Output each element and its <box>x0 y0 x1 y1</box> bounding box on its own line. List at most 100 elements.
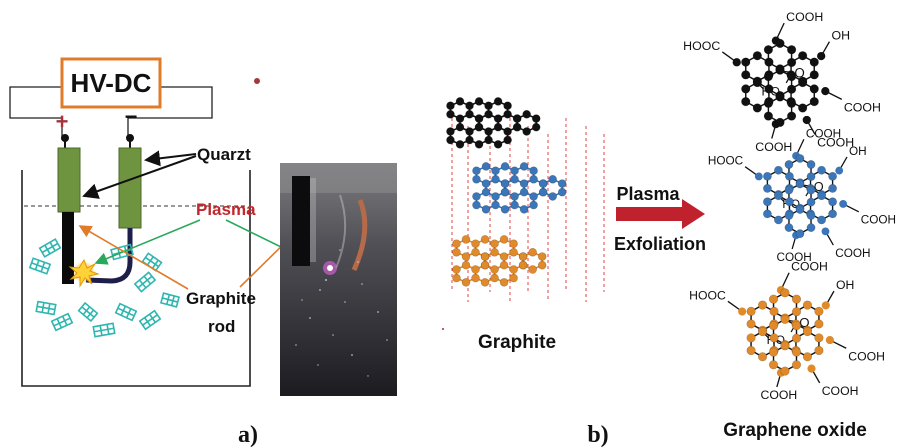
carbon-atom <box>529 192 538 201</box>
carbon-atom <box>528 247 537 257</box>
carbon-atom <box>480 235 490 244</box>
carbon-atom <box>452 247 461 257</box>
carbon-atom <box>471 265 480 274</box>
carbon-atom <box>775 65 785 75</box>
carbon-atom <box>780 366 790 376</box>
graphene-flake-icon <box>77 301 99 323</box>
carbon-atom <box>446 135 455 145</box>
quartz-sleeve-right <box>118 147 142 229</box>
carbon-atom <box>768 360 779 370</box>
graphene-oxide-molecule-bottom: COOHOHHOOCCOOHCOOHCOOHOHO <box>689 260 885 403</box>
plasma-spark-icon <box>68 258 100 288</box>
carbon-atom <box>741 96 751 107</box>
carbon-atom <box>528 265 537 274</box>
carbon-atom <box>512 114 522 123</box>
circuit-wire-left <box>9 86 63 140</box>
carbon-atom <box>828 171 838 181</box>
carbon-atom <box>471 247 480 257</box>
carbon-atom <box>519 187 529 197</box>
carbon-atom <box>548 192 557 201</box>
carbon-atom <box>762 184 772 193</box>
panel-a: HV-DC + − <box>9 57 397 448</box>
hv-dc-power-supply <box>60 57 162 109</box>
graphene-layer-top <box>446 97 541 149</box>
carbon-atom <box>786 111 797 121</box>
carbon-atom <box>490 247 499 257</box>
carbon-atom <box>780 341 790 351</box>
carbon-atom <box>509 265 518 274</box>
carbon-atom <box>757 352 768 362</box>
carbon-atom <box>472 200 481 210</box>
carbon-atom <box>537 252 547 261</box>
plasma-label: Plasma <box>196 200 256 219</box>
graphite-label: Graphite <box>186 289 256 308</box>
carbon-atom <box>522 127 531 136</box>
carbon-atom <box>512 122 522 132</box>
carbon-atom <box>802 300 813 310</box>
graphene-flake-icon <box>35 300 57 316</box>
carbon-atom <box>775 38 785 49</box>
carbon-atom <box>769 306 779 316</box>
carbon-atom <box>763 71 774 82</box>
carbon-atom <box>481 162 491 171</box>
carbon-atom <box>491 174 500 184</box>
graphite-stack-label: Graphite <box>478 332 556 353</box>
carbon-atom <box>529 166 538 176</box>
carbon-atom <box>809 57 819 67</box>
carbon-atom <box>762 197 772 207</box>
carbon-atom <box>472 192 481 201</box>
carbon-atom <box>806 211 816 220</box>
carbon-atom <box>795 154 805 163</box>
carbon-atom <box>763 111 774 121</box>
epoxide-o-label: O <box>794 66 804 81</box>
functional-group-label: OH <box>836 278 854 292</box>
carbon-atom <box>474 114 484 123</box>
carbon-atom <box>499 252 509 261</box>
carbon-atom <box>480 278 490 287</box>
process-arrow-icon <box>616 199 705 229</box>
carbon-atom <box>538 179 548 188</box>
carbon-atom <box>817 215 826 225</box>
carbon-atom <box>500 205 510 214</box>
quartz-pointer-right <box>144 150 197 167</box>
functional-group-label: COOH <box>761 388 798 402</box>
carbon-atom <box>785 171 794 181</box>
carbon-atom <box>455 140 465 149</box>
panel-b-caption: b) <box>587 422 608 448</box>
carbon-atom <box>538 187 548 197</box>
graphite-stack <box>446 97 605 302</box>
quartz-label: Quarzt <box>197 145 251 164</box>
carbon-atom <box>806 160 816 169</box>
carbon-atom <box>484 127 493 136</box>
carbon-atom <box>503 127 512 136</box>
carbon-atom <box>465 109 474 119</box>
rod-label: rod <box>208 317 235 336</box>
experiment-photo <box>280 163 397 396</box>
carbon-atom <box>752 103 762 113</box>
carbon-atom <box>471 239 480 249</box>
carbon-atom <box>774 191 783 201</box>
carbon-atom <box>481 205 491 214</box>
carbon-atom <box>474 140 484 149</box>
carbon-atom <box>500 179 510 188</box>
carbon-atom <box>798 51 808 61</box>
carbon-atom <box>746 333 756 343</box>
functional-group-label: HOOC <box>708 155 744 168</box>
functional-group-label: COOH <box>861 214 896 227</box>
carbon-atom <box>806 185 816 195</box>
carbon-atom <box>493 122 503 132</box>
carbon-atom <box>786 71 797 82</box>
carbon-atom <box>531 114 541 123</box>
carbon-atom <box>752 77 762 88</box>
carbon-atom <box>828 184 838 193</box>
carbon-atom <box>746 345 756 356</box>
carbon-atom <box>500 162 510 171</box>
carbon-atom <box>791 360 802 370</box>
carbon-atom <box>472 174 481 184</box>
carbon-atom <box>757 300 768 310</box>
carbon-atom <box>503 109 512 119</box>
carbon-atom <box>518 252 528 261</box>
carbon-atom <box>510 166 519 176</box>
carbon-atom <box>499 260 509 270</box>
carbon-atom <box>519 162 529 171</box>
